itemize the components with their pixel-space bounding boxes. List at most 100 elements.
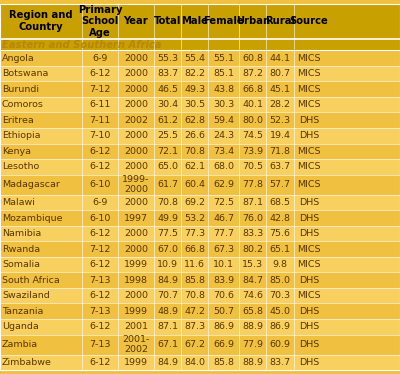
Bar [0,210,400,226]
Bar [0,195,400,210]
Text: 70.5: 70.5 [242,162,263,171]
Text: 86.9: 86.9 [270,322,290,331]
Text: 1999: 1999 [124,358,148,367]
Bar [0,226,400,241]
Text: 6-10: 6-10 [89,214,111,223]
Bar [0,272,400,288]
Text: DHS: DHS [299,131,319,140]
Text: 83.7: 83.7 [157,69,178,78]
Text: 19.4: 19.4 [270,131,290,140]
Text: 87.3: 87.3 [184,322,205,331]
Text: 2000: 2000 [124,69,148,78]
Text: 6-9: 6-9 [92,198,108,207]
Text: 30.3: 30.3 [213,100,234,109]
Bar [0,82,400,97]
Text: 85.0: 85.0 [270,276,290,285]
Bar [0,319,400,334]
Text: 68.5: 68.5 [270,198,290,207]
Text: 62.1: 62.1 [184,162,205,171]
Text: 46.7: 46.7 [213,214,234,223]
Bar [0,355,400,370]
Text: 6-9: 6-9 [92,53,108,62]
Text: Namibia: Namibia [2,229,41,238]
Text: 62.8: 62.8 [184,116,205,125]
Text: Comoros: Comoros [2,100,44,109]
Text: 1998: 1998 [124,276,148,285]
Text: 71.8: 71.8 [270,147,290,156]
Text: DHS: DHS [299,322,319,331]
Text: 6-12: 6-12 [89,260,111,269]
Text: 10.9: 10.9 [157,260,178,269]
Text: 7-10: 7-10 [89,131,111,140]
Text: Ethiopia: Ethiopia [2,131,40,140]
Text: 1999: 1999 [124,307,148,316]
Text: Year: Year [124,16,148,26]
Bar [0,128,400,144]
Text: 70.8: 70.8 [184,291,205,300]
Text: 66.9: 66.9 [213,340,234,349]
Text: 7-13: 7-13 [89,307,111,316]
Text: Total: Total [154,16,181,26]
Text: Zimbabwe: Zimbabwe [2,358,52,367]
Text: 46.5: 46.5 [157,85,178,94]
Text: 67.2: 67.2 [184,340,205,349]
Text: 11.6: 11.6 [184,260,205,269]
Text: 80.2: 80.2 [242,245,263,254]
Text: South Africa: South Africa [2,276,60,285]
Text: 2000: 2000 [124,229,148,238]
Text: Madagascar: Madagascar [2,180,60,189]
Text: Uganda: Uganda [2,322,39,331]
Text: 55.3: 55.3 [157,53,178,62]
Text: 6-12: 6-12 [89,322,111,331]
Text: MICS: MICS [297,100,321,109]
Text: DHS: DHS [299,116,319,125]
Text: Region and
Country: Region and Country [9,10,73,32]
Text: DHS: DHS [299,307,319,316]
Text: 88.9: 88.9 [242,322,263,331]
Text: Mozambique: Mozambique [2,214,62,223]
Text: 85.8: 85.8 [184,276,205,285]
Text: 52.3: 52.3 [270,116,290,125]
Text: 2000: 2000 [124,147,148,156]
Text: 6-12: 6-12 [89,162,111,171]
Text: 67.1: 67.1 [157,340,178,349]
Text: DHS: DHS [299,198,319,207]
Text: 6-12: 6-12 [89,291,111,300]
Text: 73.4: 73.4 [213,147,234,156]
Bar [0,288,400,303]
Text: 61.7: 61.7 [157,180,178,189]
Text: 2001-
2002: 2001- 2002 [122,335,150,354]
Text: MICS: MICS [297,162,321,171]
Text: Female: Female [204,16,244,26]
Bar [0,241,400,257]
Text: 2000: 2000 [124,131,148,140]
Text: DHS: DHS [299,214,319,223]
Text: 86.9: 86.9 [213,322,234,331]
Text: 53.2: 53.2 [184,214,205,223]
Text: 2002: 2002 [124,116,148,125]
Text: 28.2: 28.2 [270,100,290,109]
Text: MICS: MICS [297,53,321,62]
Text: 59.4: 59.4 [213,116,234,125]
Text: 67.3: 67.3 [213,245,234,254]
Text: 87.1: 87.1 [157,322,178,331]
Text: 42.8: 42.8 [270,214,290,223]
Text: MICS: MICS [297,85,321,94]
Bar [0,113,400,128]
Text: 83.7: 83.7 [270,358,290,367]
Text: 70.6: 70.6 [213,291,234,300]
Text: Primary
School
Age: Primary School Age [78,4,122,38]
Text: Eastern and Southern Africa: Eastern and Southern Africa [2,40,162,49]
Text: Somalia: Somalia [2,260,40,269]
Text: 2000: 2000 [124,162,148,171]
Text: MICS: MICS [297,69,321,78]
Text: 84.7: 84.7 [242,276,263,285]
Text: 45.1: 45.1 [270,85,290,94]
Text: 6-12: 6-12 [89,229,111,238]
Bar [0,159,400,175]
Text: MICS: MICS [297,291,321,300]
Text: 77.8: 77.8 [242,180,263,189]
Text: 88.9: 88.9 [242,358,263,367]
Text: 6-12: 6-12 [89,358,111,367]
Bar [0,144,400,159]
